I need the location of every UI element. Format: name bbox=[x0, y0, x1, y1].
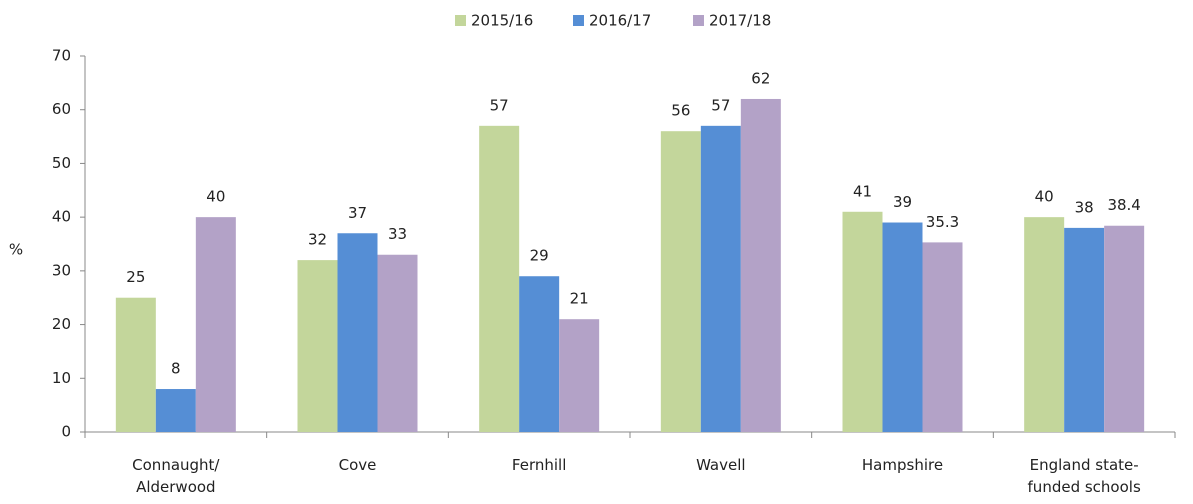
data-label: 41 bbox=[853, 182, 872, 200]
bar bbox=[882, 222, 923, 432]
bar bbox=[337, 233, 378, 432]
x-tick-label: England state- funded schools bbox=[1027, 456, 1141, 496]
data-label: 62 bbox=[751, 69, 770, 87]
data-label: 29 bbox=[530, 247, 549, 265]
data-label: 25 bbox=[126, 268, 145, 286]
legend-swatch bbox=[455, 15, 466, 26]
x-tick-label: Wavell bbox=[696, 456, 746, 474]
y-tick-label: 40 bbox=[52, 208, 71, 226]
legend-swatch bbox=[693, 15, 704, 26]
bar bbox=[1024, 217, 1065, 432]
data-label: 33 bbox=[388, 225, 407, 243]
legend-swatch bbox=[573, 15, 584, 26]
y-tick-label: 50 bbox=[52, 154, 71, 172]
data-label: 39 bbox=[893, 193, 912, 211]
bar bbox=[115, 297, 156, 432]
y-axis-label: % bbox=[9, 241, 23, 259]
bar bbox=[479, 125, 520, 432]
data-label: 56 bbox=[671, 102, 690, 120]
bar bbox=[195, 217, 236, 432]
data-label: 32 bbox=[308, 231, 327, 249]
data-label: 57 bbox=[490, 96, 509, 114]
y-tick-label: 10 bbox=[52, 369, 71, 387]
bar bbox=[297, 260, 338, 432]
bar bbox=[660, 131, 701, 432]
y-tick-label: 70 bbox=[52, 47, 71, 65]
data-label: 38.4 bbox=[1107, 196, 1140, 214]
legend-label: 2016/17 bbox=[589, 12, 651, 30]
y-tick-label: 60 bbox=[52, 100, 71, 118]
data-label: 35.3 bbox=[926, 213, 959, 231]
x-tick-label: Fernhill bbox=[511, 456, 567, 474]
data-label: 40 bbox=[206, 188, 225, 206]
legend-label: 2015/16 bbox=[471, 12, 533, 30]
bar bbox=[740, 98, 781, 432]
data-label: 37 bbox=[348, 204, 367, 222]
bar bbox=[700, 125, 741, 432]
data-label: 38 bbox=[1075, 198, 1094, 216]
data-label: 40 bbox=[1035, 188, 1054, 206]
bar bbox=[1104, 225, 1145, 432]
data-label: 21 bbox=[570, 290, 589, 308]
data-label: 57 bbox=[711, 96, 730, 114]
bar bbox=[1064, 227, 1105, 432]
y-tick-label: 20 bbox=[52, 315, 71, 333]
bar bbox=[922, 242, 963, 432]
bar bbox=[155, 389, 196, 432]
bar bbox=[559, 319, 600, 432]
x-tick-label: Cove bbox=[338, 456, 377, 474]
y-tick-label: 30 bbox=[52, 261, 71, 279]
x-tick-label: Hampshire bbox=[861, 456, 944, 474]
bar bbox=[842, 211, 883, 432]
legend-label: 2017/18 bbox=[709, 12, 771, 30]
data-label: 8 bbox=[171, 360, 181, 378]
bar bbox=[377, 254, 418, 432]
x-tick-label: Connaught/ Alderwood bbox=[132, 456, 220, 496]
y-tick-label: 0 bbox=[61, 423, 71, 441]
bar bbox=[519, 276, 560, 432]
